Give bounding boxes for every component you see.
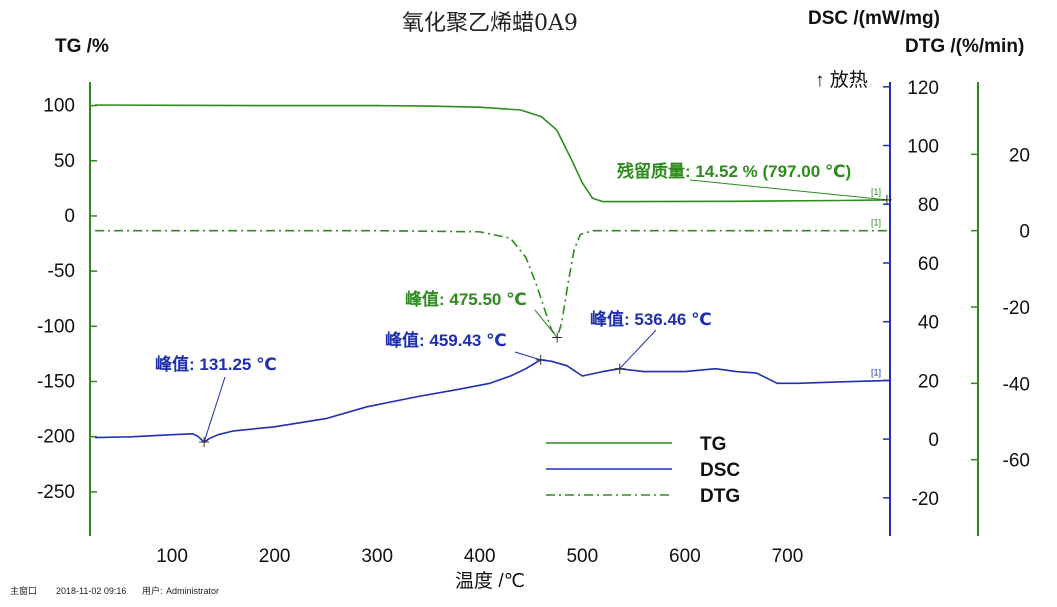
status-user-label: 用户:: [142, 585, 163, 596]
dsc-tick-label: 20: [918, 371, 939, 392]
status-user: Administrator: [166, 586, 219, 596]
annotation-marker: [535, 354, 546, 365]
tg-tick-label: 100: [43, 96, 75, 117]
series-line-dsc: [95, 359, 891, 443]
tg-tick-label: -200: [37, 427, 75, 448]
legend: TG DSC DTG: [546, 434, 740, 507]
annotation-marker: [199, 437, 210, 448]
annotation-leader: [689, 179, 887, 201]
legend-label-tg: TG: [700, 434, 726, 455]
dsc-tick-label: 60: [918, 254, 939, 275]
dsc-tick-label: 80: [918, 195, 939, 216]
tg-tick-label: -150: [37, 371, 75, 392]
tg-tick-label: -250: [37, 482, 75, 503]
annotations-layer: 残留质量: 14.52 % (797.00 ℃) 峰值: 475.50 ℃ 峰值: …: [155, 161, 892, 448]
tg-tick-label: -100: [37, 316, 75, 337]
annotation-label: 峰值: 475.50 ℃: [405, 289, 527, 309]
series-line-dtg: [95, 229, 887, 339]
series-line-tg: [95, 104, 887, 203]
series-tag-dsc: [1]: [871, 367, 881, 377]
annotation-label: 峰值: 536.46 ℃: [590, 309, 712, 329]
series-tag-dtg: [1]: [871, 218, 881, 228]
dtg-tick-label: 0: [1019, 222, 1030, 243]
annotation-leader: [619, 329, 657, 369]
x-tick-label: 500: [566, 546, 598, 567]
dtg-axis-title: DTG /(%/min): [905, 36, 1024, 57]
status-datetime: 2018-11-02 09:16: [56, 586, 126, 596]
legend-label-dtg: DTG: [700, 486, 740, 507]
x-tick-label: 200: [259, 546, 291, 567]
chart-title: 氧化聚乙烯蜡0A9: [402, 11, 578, 36]
x-axis-title: 温度 /℃: [455, 570, 525, 592]
tg-tick-label: -50: [48, 261, 75, 282]
series-tag-tg: [1]: [871, 187, 881, 197]
dtg-tick-label: -40: [1003, 374, 1030, 395]
annotation-label: 残留质量: 14.52 % (797.00 ℃): [617, 161, 851, 181]
dtg-tick-label: -60: [1003, 451, 1030, 472]
dtg-tick-label: -20: [1003, 298, 1030, 319]
dsc-tick-label: 0: [928, 430, 939, 451]
tg-tick-label: 50: [54, 151, 75, 172]
dsc-tick-label: 40: [918, 313, 939, 334]
annotation-label: 峰值: 459.43 ℃: [385, 330, 507, 350]
annotation-marker: [614, 363, 625, 374]
dsc-tick-label: 120: [907, 78, 939, 99]
dsc-tick-label: 100: [907, 137, 939, 158]
x-tick-label: 600: [669, 546, 701, 567]
annotation-leader: [534, 309, 558, 338]
annotation-leader: [514, 351, 541, 361]
legend-label-dsc: DSC: [700, 460, 740, 481]
dsc-axis-title: DSC /(mW/mg): [808, 8, 940, 29]
dtg-tick-label: 20: [1009, 145, 1030, 166]
x-tick-label: 700: [772, 546, 804, 567]
annotation-leader: [203, 376, 226, 443]
annotation-label: 峰值: 131.25 ℃: [155, 354, 277, 374]
x-tick-label: 300: [361, 546, 393, 567]
exo-direction-label: ↑ 放热: [815, 69, 868, 91]
annotation-marker: [552, 332, 563, 343]
annotation-marker: [881, 194, 892, 205]
x-tick-label: 100: [156, 546, 188, 567]
series-layer: [1] [1] [1]: [95, 104, 891, 443]
tg-tick-label: 0: [64, 206, 75, 227]
tg-axis-title: TG /%: [55, 36, 109, 57]
dsc-tick-label: -20: [912, 489, 939, 510]
status-window-label: 主窗口: [10, 585, 37, 596]
x-tick-label: 400: [464, 546, 496, 567]
